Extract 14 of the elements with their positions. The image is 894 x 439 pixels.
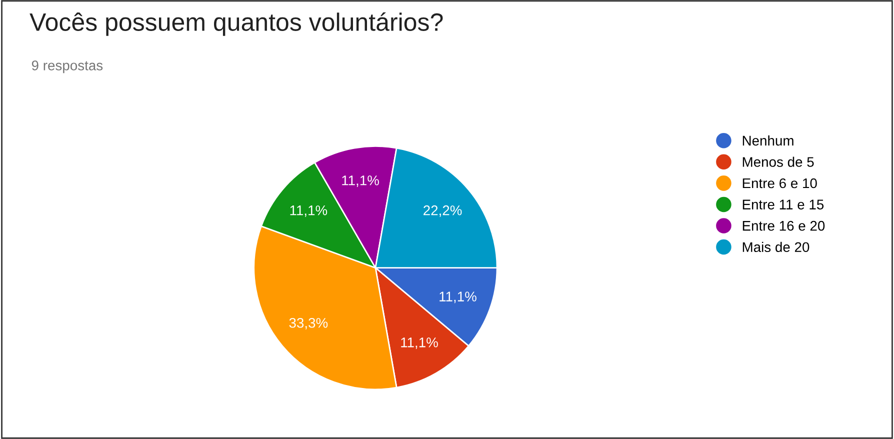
legend-label: Nenhum [742,135,794,146]
data-label: 22,2% [424,205,462,217]
legend-label: Entre 16 e 20 [742,220,825,231]
legend-label: Mais de 20 [742,242,810,252]
chart-title: Vocês possuem quantos voluntários? [30,12,443,36]
legend-label: Entre 6 e 10 [742,178,817,188]
data-label: 11,1% [401,338,438,349]
data-label: 11,1% [342,176,379,187]
text: 9 respostas [32,60,103,74]
legend-label: Menos de 5 [742,156,814,167]
legend-label: Entre 11 e 15 [742,200,824,210]
data-label: 11,1% [290,205,328,217]
data-label: 11,1% [440,292,476,304]
data-label: 33,3% [289,318,328,330]
